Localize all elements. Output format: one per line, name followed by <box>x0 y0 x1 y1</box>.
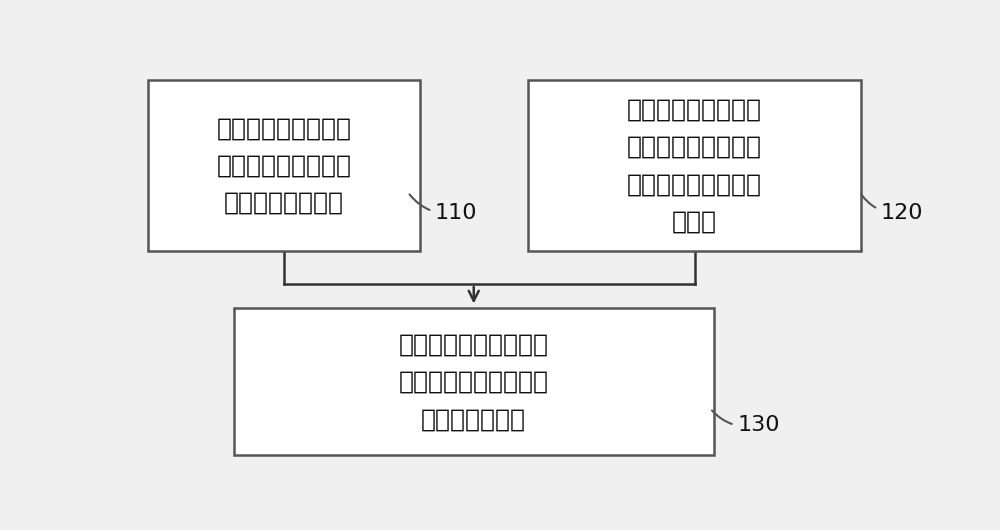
Text: 根据车辆的基础位置
信息从电子地图中提
取车辆周围的第二道
路特征: 根据车辆的基础位置 信息从电子地图中提 取车辆周围的第二道 路特征 <box>627 98 762 234</box>
Text: 130: 130 <box>712 411 780 435</box>
Text: 110: 110 <box>410 195 478 223</box>
Text: 120: 120 <box>861 195 923 223</box>
FancyBboxPatch shape <box>234 308 714 455</box>
Text: 实时采集车辆周围的
图像，并提取该图像
中的第一道路特征: 实时采集车辆周围的 图像，并提取该图像 中的第一道路特征 <box>216 116 351 215</box>
Text: 根据第一道路特征及第
二道路特征，计算车辆
的精确位置信息: 根据第一道路特征及第 二道路特征，计算车辆 的精确位置信息 <box>399 333 549 431</box>
FancyBboxPatch shape <box>148 80 420 251</box>
FancyBboxPatch shape <box>528 80 861 251</box>
